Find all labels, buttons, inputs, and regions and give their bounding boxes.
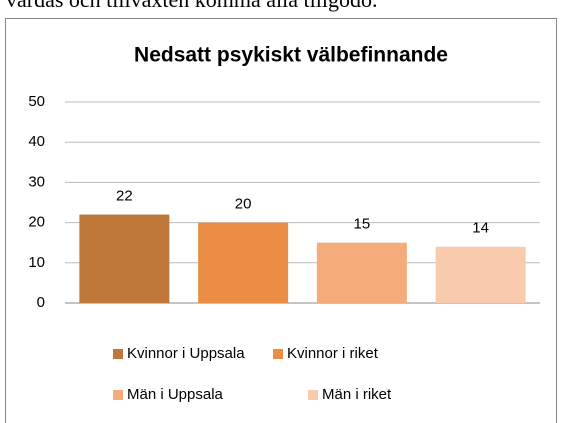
- legend-label: Kvinnor i riket: [287, 345, 379, 362]
- data-label: 22: [116, 188, 133, 205]
- legend-swatch: [113, 390, 123, 400]
- bar: [79, 214, 170, 303]
- y-tick-label: 0: [37, 294, 45, 311]
- chart-border: [5, 18, 557, 423]
- y-tick-label: 20: [28, 214, 45, 231]
- bar: [435, 246, 526, 303]
- data-label: 15: [354, 216, 371, 233]
- y-tick-label: 30: [28, 173, 45, 190]
- data-label: 20: [235, 196, 252, 213]
- y-tick-label: 50: [28, 93, 45, 110]
- bar: [316, 242, 407, 303]
- bar: [198, 222, 289, 303]
- legend-label: Kvinnor i Uppsala: [127, 345, 245, 362]
- legend-swatch: [308, 390, 318, 400]
- y-tick-label: 40: [28, 133, 45, 150]
- chart-title: Nedsatt psykiskt välbefinnande: [134, 44, 448, 67]
- y-tick-label: 10: [28, 254, 45, 271]
- legend-swatch: [273, 349, 283, 359]
- data-label: 14: [472, 220, 489, 237]
- document-text: vårdas och tillväxten komma alla tillgod…: [6, 0, 377, 12]
- legend-label: Män i riket: [322, 386, 392, 403]
- legend-swatch: [113, 349, 123, 359]
- legend-label: Män i Uppsala: [127, 386, 224, 403]
